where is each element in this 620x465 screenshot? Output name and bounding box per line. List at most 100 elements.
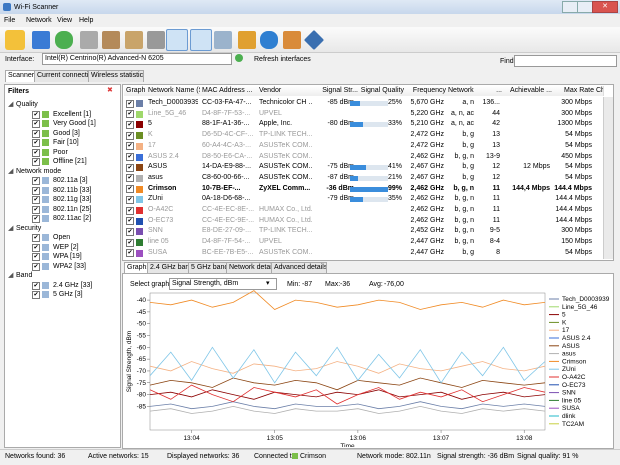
column-header[interactable]: Network Name (SSID) (146, 86, 201, 96)
status-signal-icon (292, 453, 298, 459)
row-checkbox[interactable]: ✔ (126, 120, 134, 129)
graph-tab[interactable]: Network details (226, 262, 274, 273)
row-checkbox[interactable]: ✔ (126, 163, 134, 172)
refresh-button[interactable] (55, 31, 73, 49)
filter-checkbox[interactable]: ✔ (32, 110, 40, 119)
series-line (149, 290, 546, 310)
signal-button[interactable] (102, 31, 120, 49)
column-header[interactable]: Max Rate (552, 86, 595, 96)
dropdown-arrow[interactable]: ▾ (266, 280, 270, 287)
table-scrollbar[interactable] (603, 97, 613, 259)
table-button[interactable] (214, 31, 232, 49)
folder-button[interactable] (147, 31, 165, 49)
pause-button[interactable] (32, 31, 50, 49)
cell-vendor: ZyXEL Comm... (259, 184, 311, 192)
filter-checkbox[interactable]: ✔ (32, 186, 40, 195)
menu-item[interactable]: Network (26, 17, 52, 24)
column-header[interactable]: Signal Quality (358, 86, 405, 96)
refresh-interfaces[interactable]: Refresh interfaces (254, 56, 311, 63)
graph-tab[interactable]: 2.4 GHz band (147, 262, 191, 273)
main-tab[interactable]: Wireless statistics (88, 70, 144, 82)
row-checkbox[interactable]: ✔ (126, 238, 134, 247)
y-tick-label: -55 (137, 333, 147, 340)
filter-expander[interactable]: ◢ (8, 167, 14, 175)
close-button[interactable]: ✕ (592, 1, 618, 13)
row-checkbox[interactable]: ✔ (126, 110, 134, 119)
quality-text: 21% (388, 173, 402, 181)
graph-select[interactable]: Signal Strength, dBm (169, 278, 277, 290)
column-header[interactable]: Vendor (257, 86, 315, 96)
filter-checkbox[interactable]: ✔ (32, 215, 40, 223)
filter-checkbox[interactable]: ✔ (32, 253, 40, 261)
graph-tab[interactable]: Advanced details (271, 262, 327, 273)
filter-checkbox[interactable]: ✔ (32, 196, 40, 204)
row-checkbox[interactable]: ✔ (126, 174, 134, 183)
home-button[interactable] (283, 31, 301, 49)
menu-item[interactable]: Help (79, 17, 94, 24)
filters-clear[interactable]: ✖ (107, 87, 113, 94)
minimize-button[interactable] (562, 1, 578, 13)
filter-checkbox[interactable]: ✔ (32, 177, 40, 185)
filter-expander[interactable]: ◢ (8, 101, 14, 108)
filter-item: WPA [19] (53, 253, 82, 260)
column-header[interactable]: Frequency (404, 86, 447, 96)
maximize-button[interactable] (577, 1, 593, 13)
cell-mac: E8-DE-27-09-... (202, 227, 252, 235)
filter-expander[interactable]: ◢ (8, 224, 14, 232)
filter-checkbox[interactable]: ✔ (32, 205, 40, 214)
row-checkbox[interactable]: ✔ (126, 195, 134, 204)
row-checkbox[interactable]: ✔ (126, 99, 134, 108)
filter-checkbox[interactable]: ✔ (32, 120, 40, 128)
find-input[interactable] (514, 55, 617, 67)
cell-freq: 2,472 GHz (410, 141, 444, 149)
row-checkbox[interactable]: ✔ (126, 217, 134, 226)
column-header[interactable]: Chann (594, 86, 604, 96)
row-checkbox[interactable]: ✔ (126, 142, 134, 151)
column-header[interactable]: Achievable ... (502, 86, 553, 96)
main-tab[interactable]: Current connection (34, 70, 91, 82)
filter-checkbox[interactable]: ✔ (32, 129, 40, 138)
filter-checkbox[interactable]: ✔ (32, 139, 40, 147)
column-header[interactable]: MAC Address ... (200, 86, 258, 96)
filter-checkbox[interactable]: ✔ (32, 281, 40, 290)
start-button[interactable] (5, 30, 25, 50)
row-checkbox[interactable]: ✔ (126, 249, 134, 258)
interface-select[interactable]: Intel(R) Centrino(R) Advanced-N 6205 (42, 53, 232, 65)
cell-mode: b, g, n (454, 238, 474, 246)
clear-button[interactable] (125, 31, 143, 49)
filter-checkbox[interactable]: ✔ (32, 158, 40, 166)
column-header[interactable]: ... (476, 86, 503, 96)
row-color (136, 164, 143, 172)
settings-button[interactable] (238, 31, 256, 49)
cell-freq: 2,452 GHz (410, 227, 444, 235)
graph-tab[interactable]: 5 GHz band (188, 262, 229, 273)
column-header[interactable]: Signal Str... (314, 86, 359, 96)
menu-item[interactable]: File (4, 17, 16, 24)
filter-checkbox[interactable]: ✔ (32, 234, 40, 242)
column-header[interactable]: Network ... (446, 86, 477, 96)
cell-freq: 5,210 GHz (410, 120, 444, 128)
row-checkbox[interactable]: ✔ (126, 153, 134, 161)
filter-expander[interactable]: ◢ (8, 272, 14, 279)
filter-checkbox[interactable]: ✔ (32, 262, 40, 271)
series-line (149, 389, 546, 400)
filter-checkbox[interactable]: ✔ (32, 148, 40, 157)
cell-signal: -79 dBm (327, 195, 354, 203)
legend-label: ZUni (562, 366, 576, 373)
row-checkbox[interactable]: ✔ (126, 185, 134, 194)
column-header[interactable]: Graph (124, 86, 147, 96)
filter-checkbox[interactable]: ✔ (32, 291, 40, 299)
row-checkbox[interactable]: ✔ (126, 131, 134, 140)
graph-toggle[interactable] (166, 29, 188, 51)
x-tick-label: 13:04 (183, 435, 200, 442)
menu-item[interactable]: View (57, 17, 73, 24)
row-checkbox[interactable]: ✔ (126, 227, 134, 236)
filter-icon (42, 205, 49, 213)
refresh-icon[interactable] (235, 54, 243, 62)
help-button[interactable] (260, 31, 278, 49)
main-tab[interactable]: Scanner (5, 70, 37, 82)
row-checkbox[interactable]: ✔ (126, 206, 134, 215)
filter-checkbox[interactable]: ✔ (32, 243, 40, 252)
delete-button[interactable] (80, 31, 98, 49)
filter-toggle[interactable] (190, 29, 212, 51)
